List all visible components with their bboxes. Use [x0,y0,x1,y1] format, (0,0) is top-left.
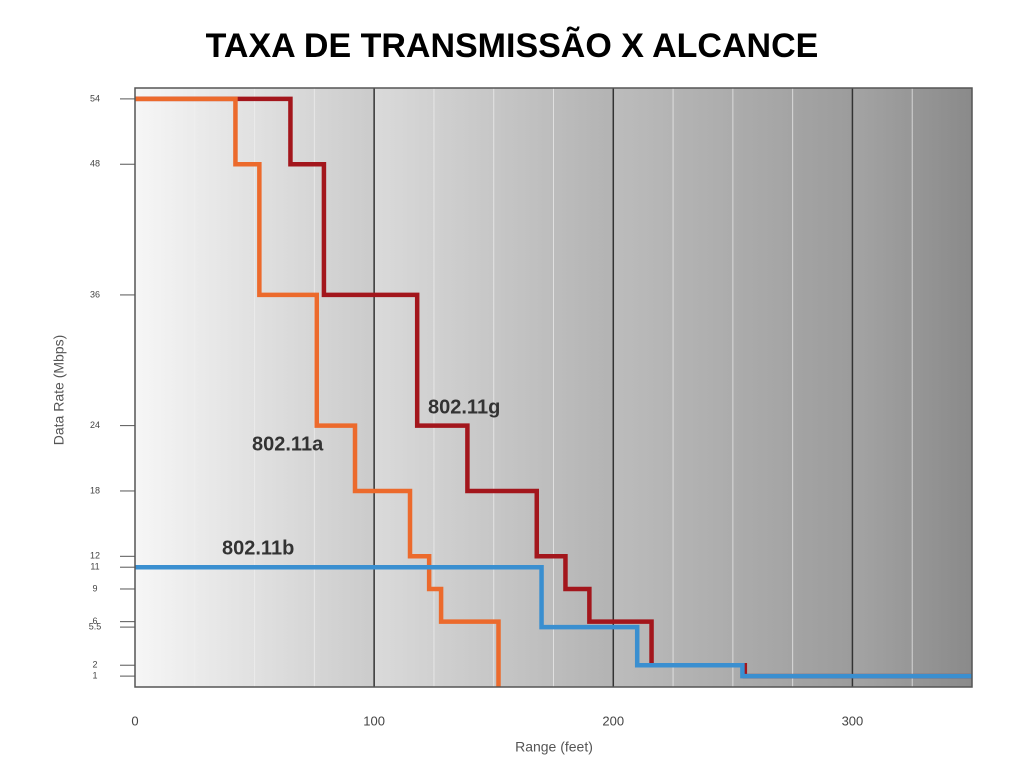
y-tick-label: 11 [90,562,99,572]
y-tick-label: 9 [92,583,97,593]
series-label: 802.11a [252,433,324,455]
y-tick-label: 1 [92,670,97,680]
y-tick-label: 6 [92,616,97,626]
x-tick-label: 100 [363,713,385,728]
series-line [135,96,501,687]
series-line [135,564,972,679]
x-axis-label: Range (feet) [515,739,593,755]
x-tick-label: 200 [602,713,624,728]
y-tick-label: 2 [92,660,97,670]
y-tick-label: 24 [90,420,100,430]
chart-title: TAXA DE TRANSMISSÃO X ALCANCE [206,27,819,65]
x-tick-label: 0 [131,713,138,728]
x-tick-label: 300 [842,713,864,728]
series-label: 802.11b [222,537,294,559]
y-tick-label: 5.5 [89,621,102,631]
y-tick-label: 36 [90,289,100,299]
y-tick-label: 54 [90,93,100,103]
y-tick-label: 48 [90,159,100,169]
series-line [135,96,972,679]
y-tick-label: 12 [90,551,100,561]
series-label: 802.11g [428,396,500,418]
y-tick-label: 18 [90,485,100,495]
y-axis-label: Data Rate (Mbps) [51,335,67,445]
plot-frame [134,87,973,688]
